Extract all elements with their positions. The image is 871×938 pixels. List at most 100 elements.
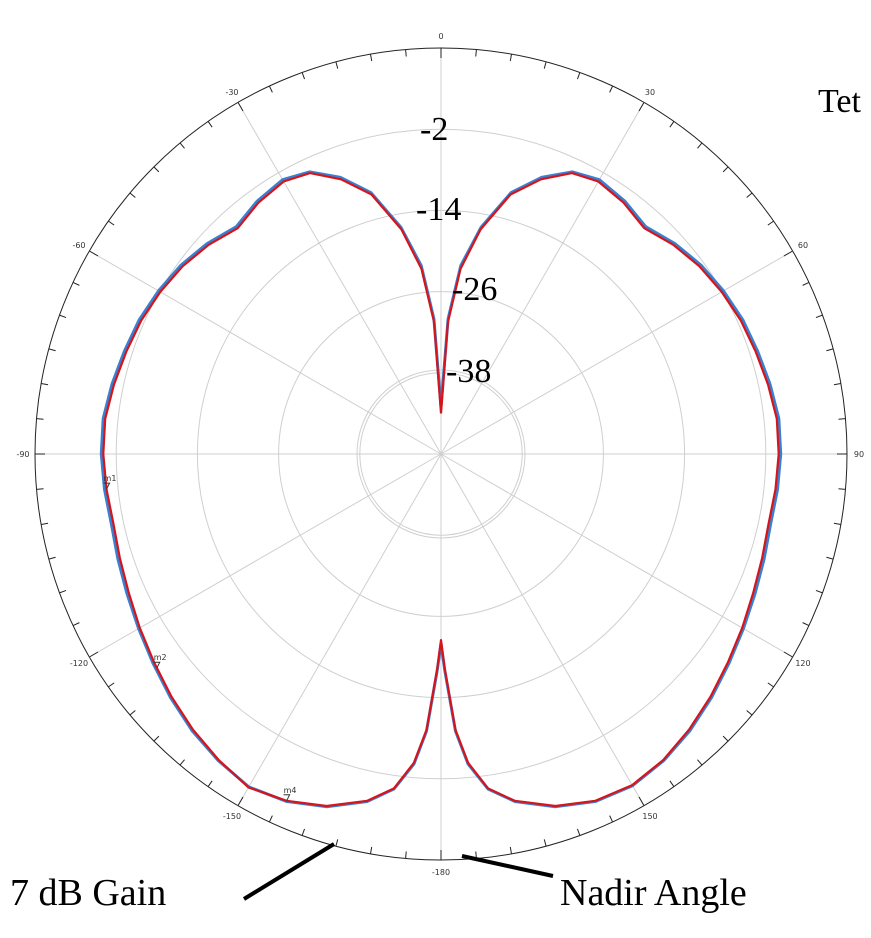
angular-tick — [838, 488, 846, 490]
angular-tick — [405, 49, 407, 57]
angular-tick — [207, 780, 213, 787]
marker-triangle — [103, 482, 111, 490]
angular-tick — [89, 651, 99, 658]
angular-tick — [802, 281, 810, 286]
series-layer — [99, 170, 783, 809]
grid-spoke — [237, 453, 442, 806]
angular-tick — [767, 220, 774, 226]
angular-tick — [697, 759, 703, 766]
angular-tick — [370, 54, 373, 62]
angular-tick — [48, 348, 56, 352]
ring-label: -38 — [446, 353, 491, 390]
ring-label: -14 — [416, 191, 461, 228]
angular-tick — [815, 314, 823, 319]
gain-callout-text: 7 dB Gain — [10, 872, 166, 914]
angular-tick — [59, 589, 67, 594]
angular-tick — [59, 314, 67, 319]
angular-tick — [509, 846, 512, 854]
annotations: 7 dB Gain Nadir Angle — [10, 842, 747, 914]
angular-tick-label: -60 — [72, 241, 85, 250]
angular-tick-label: -90 — [16, 450, 29, 459]
angular-tick — [669, 121, 675, 128]
angular-tick — [179, 142, 185, 149]
angular-tick — [475, 49, 477, 57]
angular-tick-label: 120 — [795, 659, 810, 668]
angular-tick — [767, 682, 774, 688]
angular-tick — [237, 796, 244, 806]
gain-callout-line — [242, 842, 336, 901]
angular-tick — [301, 828, 306, 836]
angular-tick — [669, 780, 675, 787]
angular-tick — [826, 556, 834, 560]
grid-spoke — [440, 453, 645, 806]
angular-tick — [833, 522, 841, 525]
grid-spoke — [237, 102, 442, 455]
angular-tick — [609, 85, 614, 93]
angular-tick-labels: 0 30 60 90 120 150 -180 -150 -120 -90 -60 -30 — [16, 32, 864, 877]
grid-spoke — [440, 453, 793, 658]
angular-tick — [153, 166, 160, 173]
angular-tick — [783, 250, 793, 257]
angular-tick — [41, 522, 49, 525]
angular-tick — [72, 622, 80, 627]
angular-tick-label: -30 — [225, 88, 238, 97]
angular-tick — [153, 735, 160, 742]
ring-label: -26 — [452, 271, 497, 308]
angular-tick — [576, 72, 581, 80]
marker-triangle — [153, 661, 161, 669]
angular-tick — [41, 383, 49, 386]
marker-label: m2 — [154, 653, 167, 662]
angular-tick — [543, 61, 547, 69]
angular-tick — [746, 710, 753, 716]
angular-tick — [72, 281, 80, 286]
angular-ticks — [35, 48, 847, 860]
marker-layer: m1 m2 m4 — [103, 474, 297, 802]
angular-tick-label: -120 — [70, 659, 88, 668]
angular-tick — [89, 250, 99, 257]
marker-triangle — [283, 794, 291, 802]
angular-tick — [576, 828, 581, 836]
angular-tick-label: 30 — [645, 88, 655, 97]
angular-tick — [609, 815, 614, 823]
angular-tick — [335, 61, 339, 69]
angular-tick — [826, 348, 834, 352]
nadir-callout-text: Nadir Angle — [560, 872, 747, 914]
angular-tick — [697, 142, 703, 149]
angular-tick — [638, 796, 645, 806]
angular-tick — [370, 846, 373, 854]
angular-tick — [108, 682, 115, 688]
angular-tick — [129, 710, 136, 716]
marker-label: m4 — [284, 786, 297, 795]
angular-tick — [179, 759, 185, 766]
angular-tick-label: 90 — [854, 450, 864, 459]
angular-tick — [335, 839, 339, 847]
angular-tick — [543, 839, 547, 847]
angular-tick — [108, 220, 115, 226]
ring-label: -2 — [420, 111, 448, 148]
angular-tick — [783, 651, 793, 658]
series-line — [102, 172, 780, 808]
angular-tick — [833, 383, 841, 386]
angular-tick — [36, 418, 44, 420]
angular-tick — [207, 121, 213, 128]
grid-spoke — [89, 453, 442, 658]
angular-tick — [746, 192, 753, 198]
angular-tick — [268, 815, 273, 823]
grid-spoke — [89, 250, 442, 455]
angular-tick — [838, 418, 846, 420]
angular-tick — [48, 556, 56, 560]
chart-title: Tet — [818, 83, 861, 120]
angular-tick — [722, 735, 729, 742]
angular-tick-label: -150 — [223, 812, 241, 821]
angular-tick — [638, 102, 645, 112]
angular-tick — [405, 851, 407, 859]
grid-spoke — [440, 102, 645, 455]
angular-tick — [509, 54, 512, 62]
angular-tick — [722, 166, 729, 173]
angular-tick-label: 150 — [642, 812, 657, 821]
angular-tick-label: -180 — [432, 868, 450, 877]
angular-tick — [301, 72, 306, 80]
nadir-callout-line — [461, 854, 554, 878]
